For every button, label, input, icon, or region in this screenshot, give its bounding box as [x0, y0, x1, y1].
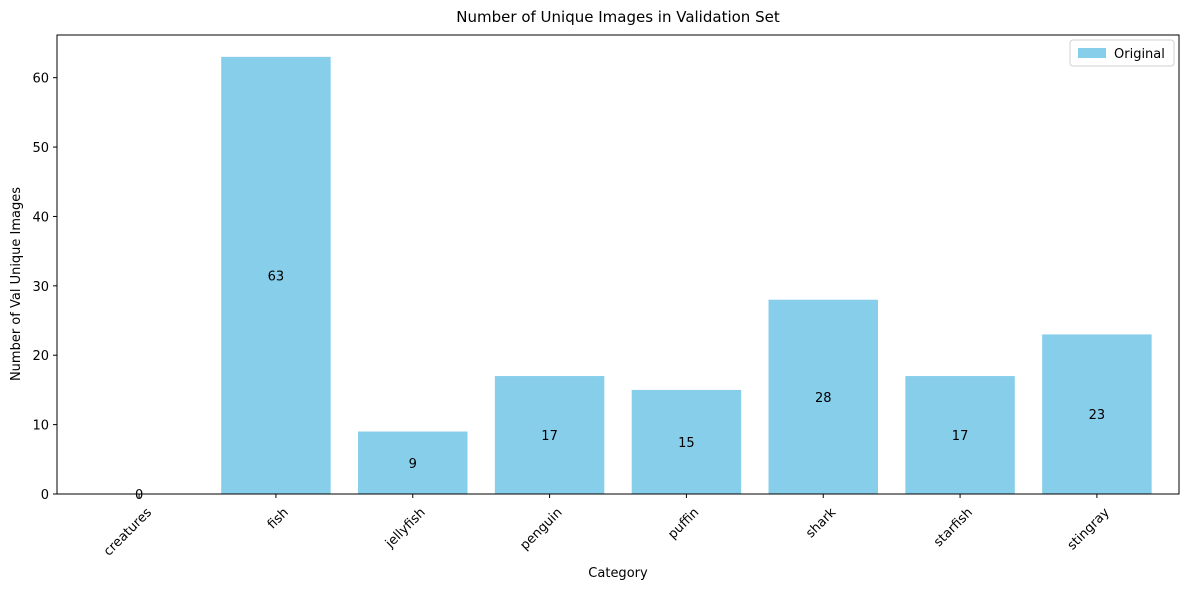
y-tick-label: 60	[32, 72, 49, 87]
legend-swatch	[1078, 48, 1106, 58]
y-tick-label: 0	[41, 488, 49, 503]
data-label-fish: 63	[268, 269, 285, 284]
x-tick-label-puffin: puffin	[665, 505, 702, 542]
bar-stingray	[1042, 334, 1152, 494]
bar-jellyfish	[358, 431, 468, 494]
x-tick-label-jellyfish: jellyfish	[382, 505, 428, 551]
bar-starfish	[905, 376, 1015, 494]
data-label-jellyfish: 9	[409, 457, 417, 472]
y-tick-label: 10	[32, 419, 49, 434]
chart-title: Number of Unique Images in Validation Se…	[456, 8, 780, 26]
y-tick-label: 50	[32, 141, 49, 156]
bar-penguin	[494, 376, 605, 494]
x-tick-label-creatures: creatures	[101, 505, 155, 559]
data-label-stingray: 23	[1089, 408, 1106, 423]
y-axis-title: Number of Val Unique Images	[9, 187, 24, 381]
x-tick-label-starfish: starfish	[931, 505, 976, 550]
x-tick-label-fish: fish	[265, 505, 292, 532]
x-tick-label-penguin: penguin	[518, 505, 566, 553]
legend-label: Original	[1114, 47, 1165, 62]
legend-box	[1069, 39, 1175, 67]
y-tick-label: 40	[32, 210, 49, 225]
y-tick-label: 20	[32, 349, 49, 364]
legend: Original	[1069, 39, 1175, 67]
bar-puffin	[631, 389, 742, 494]
data-label-shark: 28	[815, 391, 832, 406]
data-label-starfish: 17	[952, 429, 969, 444]
bar-fish	[221, 56, 331, 494]
bar-shark	[768, 299, 878, 494]
x-tick-label-stingray: stingray	[1065, 505, 1113, 553]
x-tick-label-shark: shark	[803, 505, 839, 541]
data-label-puffin: 15	[678, 436, 695, 451]
axes-frame	[56, 34, 1180, 495]
y-tick-label: 30	[32, 280, 49, 295]
data-label-penguin: 17	[541, 429, 558, 444]
x-axis-title: Category	[588, 566, 648, 581]
